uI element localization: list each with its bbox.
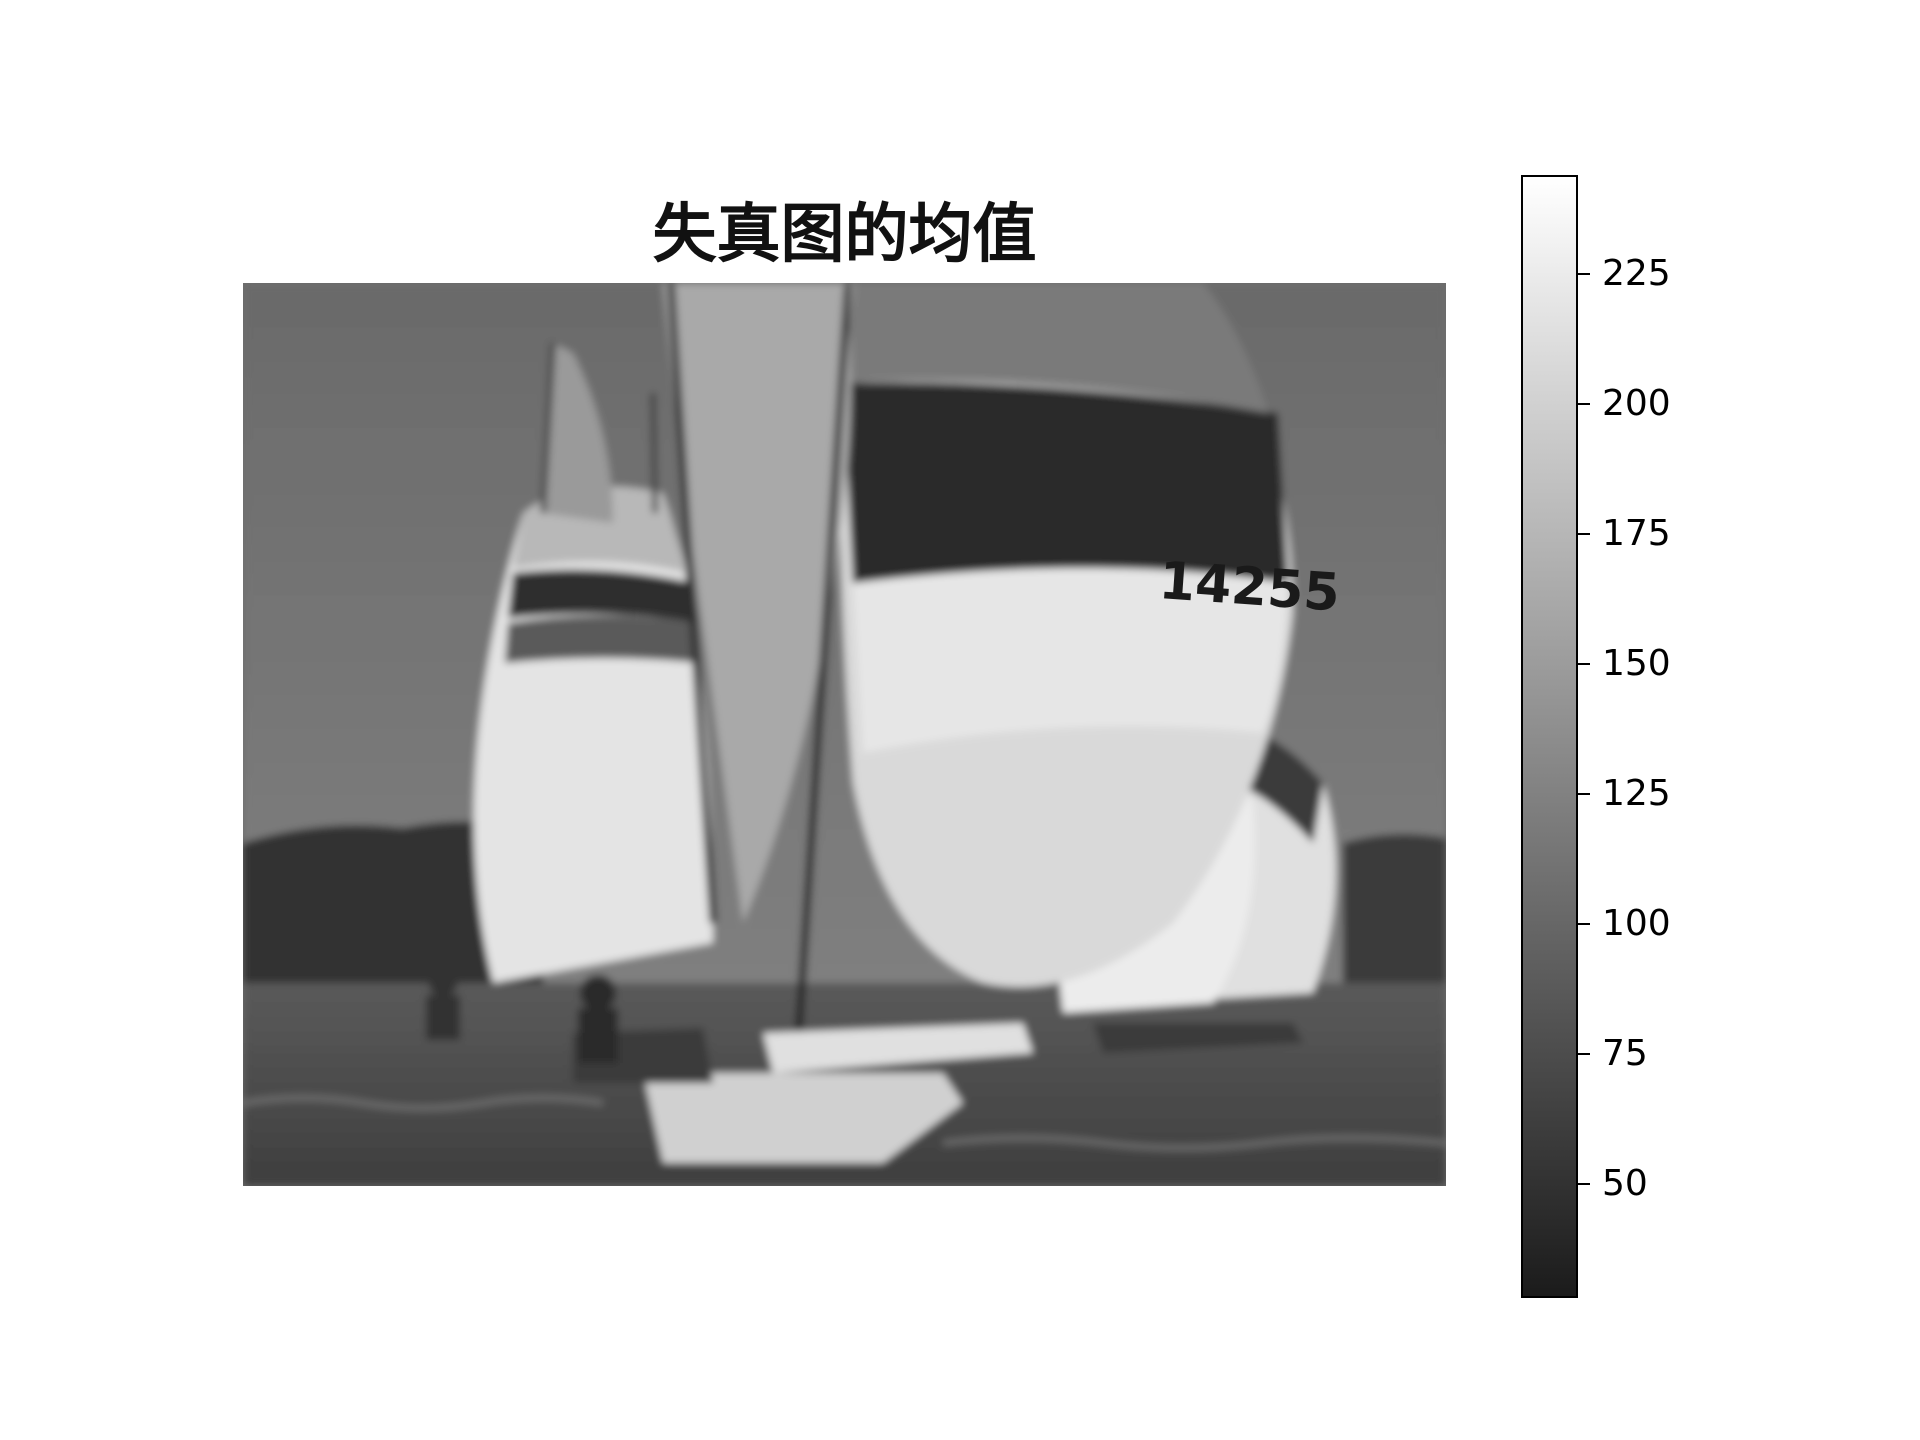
colorbar-tick-mark <box>1578 662 1590 665</box>
colorbar-tick-mark <box>1578 272 1590 275</box>
colorbar-tick-mark <box>1578 1052 1590 1055</box>
colorbar-tick-label: 50 <box>1602 1162 1648 1204</box>
colorbar-tick-mark <box>1578 402 1590 405</box>
colorbar-tick-mark <box>1578 1182 1590 1185</box>
colorbar-tick-label: 75 <box>1602 1032 1648 1074</box>
colorbar-tick-mark <box>1578 792 1590 795</box>
colorbar-tick-label: 125 <box>1602 772 1671 814</box>
colorbar-tick-label: 225 <box>1602 252 1671 294</box>
colorbar-tick-label: 200 <box>1602 382 1671 424</box>
figure-title: 失真图的均值 <box>652 198 1037 272</box>
grayscale-image: 14255 <box>243 283 1446 1186</box>
colorbar <box>1521 175 1578 1298</box>
colorbar-tick-label: 175 <box>1602 512 1671 554</box>
sailboats-photo: 14255 <box>243 283 1446 1186</box>
colorbar-tick-label: 150 <box>1602 642 1671 684</box>
colorbar-tick-mark <box>1578 922 1590 925</box>
sail-number: 14255 <box>1157 551 1342 623</box>
colorbar-tick-label: 100 <box>1602 902 1671 944</box>
colorbar-tick-mark <box>1578 532 1590 535</box>
colorbar-ticks: 225 200 175 150 125 100 75 50 <box>1578 175 1698 1298</box>
